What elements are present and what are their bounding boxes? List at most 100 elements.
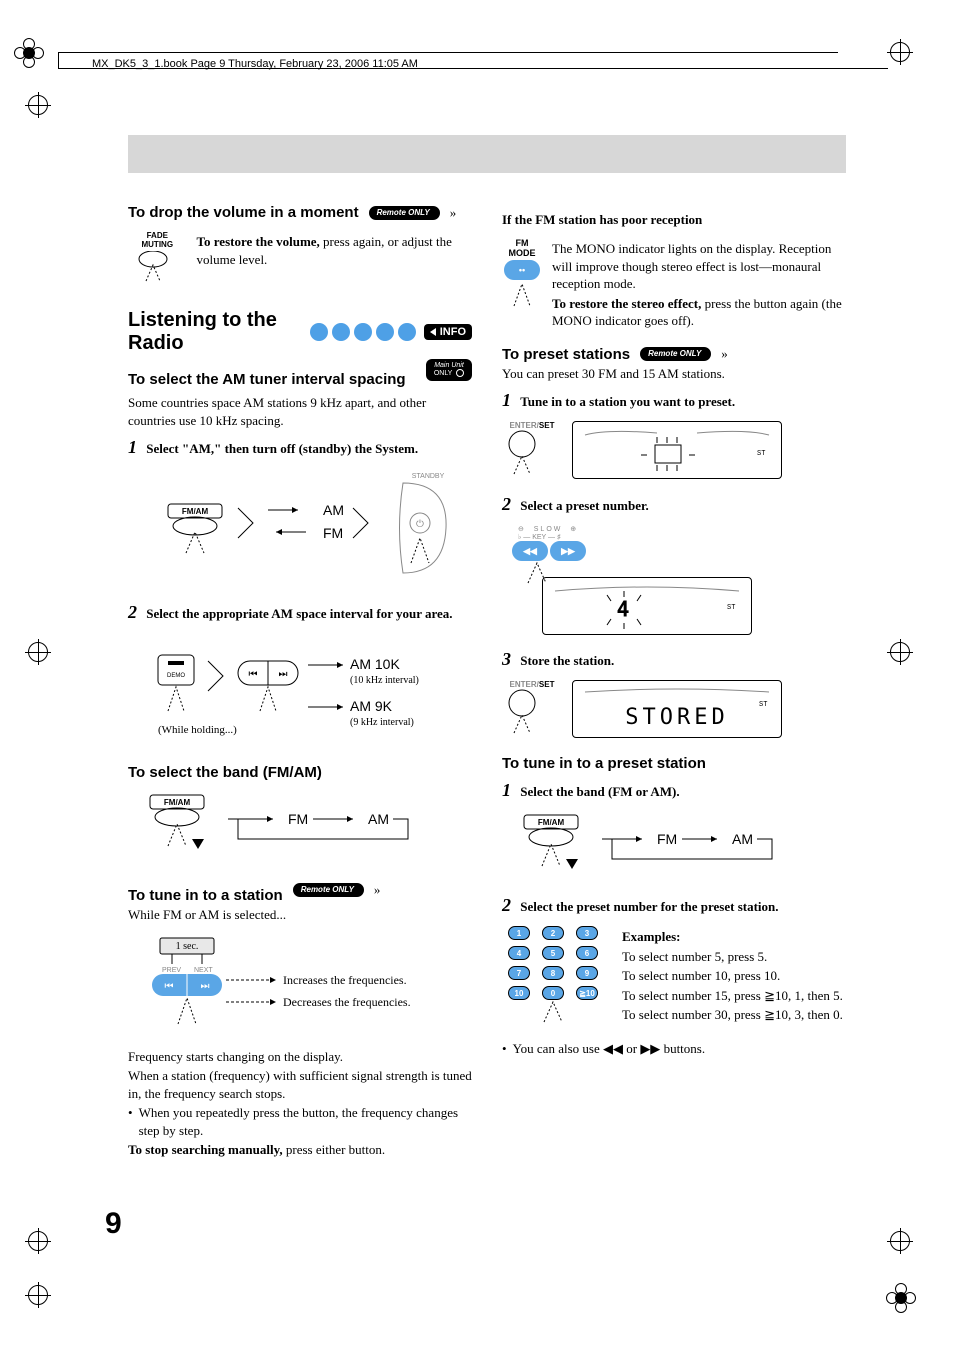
tune-diagram: 1 sec. PREV NEXT ⏮ ⏭ Increases the frequ…	[128, 930, 472, 1038]
fade-muting-diagram: FADE MUTING To restore the volume, press…	[128, 227, 472, 295]
num-0-icon: 0	[542, 986, 564, 1000]
svg-text:AM: AM	[732, 831, 753, 847]
tp-step-2: 2 Select the preset number for the prese…	[502, 895, 846, 916]
content-columns: To drop the volume in a moment Remote ON…	[128, 200, 846, 1161]
svg-text:NEXT: NEXT	[194, 967, 213, 974]
tp-step-1: 1 Select the band (FM or AM).	[502, 780, 846, 801]
svg-text:ST: ST	[727, 604, 735, 612]
svg-text:⏭: ⏭	[201, 981, 210, 992]
also-use: • You can also use ◀◀ or ▶▶ buttons.	[502, 1040, 846, 1058]
svg-text:FM/AM: FM/AM	[182, 507, 209, 516]
display-panel-2: 4 ST	[542, 577, 752, 635]
svg-text:(10 kHz interval): (10 kHz interval)	[350, 675, 419, 686]
main-unit-only-badge: Main Unit ONLY	[426, 359, 472, 381]
crop-line	[58, 52, 59, 68]
ff-button-icon: ▶▶	[550, 541, 586, 561]
svg-text:1 sec.: 1 sec.	[176, 941, 199, 952]
press-icon	[128, 251, 178, 291]
svg-text:ST: ST	[759, 701, 767, 709]
registration-cross-bl	[28, 1285, 48, 1305]
step-1: 1 Select "AM," then turn off (standby) t…	[128, 437, 472, 458]
display-panel-stored: STORED ST	[572, 680, 782, 738]
svg-text:(While holding...): (While holding...)	[158, 724, 237, 736]
preset-step3-diagram: ENTER/SET STORED ST	[502, 676, 846, 743]
svg-text:AM 10K: AM 10K	[350, 656, 400, 672]
preset-step-2: 2 Select a preset number.	[502, 494, 846, 515]
preset-step2-diagram: ⊖ SLOW ⊕ ♭ — KEY — ♯ ◀◀ ▶▶ 4	[502, 521, 846, 639]
rew-button-icon: ◀◀	[512, 541, 548, 561]
select-band-title: To select the band (FM/AM)	[128, 764, 472, 781]
svg-text:FM: FM	[323, 525, 343, 541]
svg-text:⏻: ⏻	[416, 519, 424, 530]
registration-flower-tl	[14, 38, 44, 68]
svg-text:4: 4	[617, 597, 629, 621]
num-7-icon: 7	[508, 966, 530, 980]
svg-text:⏮: ⏮	[249, 669, 258, 680]
svg-text:⏮: ⏮	[165, 981, 174, 992]
restore-volume-text: To restore the volume, press again, or a…	[197, 233, 472, 268]
preset-body: You can preset 30 FM and 15 AM stations.	[502, 365, 846, 383]
num-gte10-icon: ≧10	[576, 986, 598, 1000]
num-4-icon: 4	[508, 946, 530, 960]
when-repeat: • When you repeatedly press the button, …	[128, 1104, 472, 1139]
preset-step-3: 3 Store the station.	[502, 649, 846, 670]
tune-preset-title: To tune in to a preset station	[502, 755, 846, 772]
preset-title: To preset stations	[502, 346, 630, 363]
ex-1: To select number 5, press 5.	[622, 948, 843, 966]
restore-stereo: To restore the stereo effect, press the …	[552, 295, 846, 330]
page-number: 9	[105, 1207, 122, 1241]
step1-diagram: STANDBY FM/AM AM FM	[128, 464, 472, 592]
crop-line	[58, 52, 838, 53]
svg-text:AM: AM	[323, 502, 344, 518]
num-9-icon: 9	[576, 966, 598, 980]
registration-cross-l1	[28, 95, 48, 115]
listening-radio-title: Listening to the Radio INFO	[128, 309, 472, 355]
svg-text:AM 9K: AM 9K	[350, 698, 393, 714]
fm-mode-button-icon: ••	[504, 260, 540, 280]
freq-starts: Frequency starts changing on the display…	[128, 1048, 472, 1066]
svg-text:Decreases the frequencies.: Decreases the frequencies.	[283, 995, 411, 1009]
svg-text:PREV: PREV	[162, 967, 181, 974]
svg-text:Increases the frequencies.: Increases the frequencies.	[283, 973, 407, 987]
right-column: If the FM station has poor reception FM …	[502, 200, 846, 1161]
fm-mode-label: FM MODE	[502, 238, 542, 258]
tp-step1-diagram: FM/AM FM AM	[502, 807, 846, 885]
rew-glyph-icon: ◀◀	[603, 1041, 623, 1056]
registration-flower-br	[886, 1283, 916, 1313]
svg-text:FM: FM	[288, 811, 308, 827]
page: MX_DK5_3_1.book Page 9 Thursday, Februar…	[0, 0, 954, 1351]
ex-4: To select number 30, press ≧10, 3, then …	[622, 1006, 843, 1024]
num-2-icon: 2	[542, 926, 564, 940]
enter-set-label: ENTER/SET	[502, 421, 562, 430]
number-pad-diagram: 1 2 3 4 5 6 7 8 9 10 0 ≧10	[502, 922, 846, 1030]
num-3-icon: 3	[576, 926, 598, 940]
ex-2: To select number 10, press 10.	[622, 967, 843, 985]
num-1-icon: 1	[508, 926, 530, 940]
fade-muting-label: FADE MUTING	[141, 231, 173, 249]
title-grey-bar	[128, 135, 846, 173]
registration-cross-r3	[890, 1231, 910, 1251]
svg-text:FM/AM: FM/AM	[538, 818, 565, 827]
svg-text:ST: ST	[757, 450, 765, 458]
registration-cross-l2	[28, 642, 48, 662]
step2-diagram: DEMO (While holding...) ⏮ ⏭ AM 10K (10 k…	[128, 629, 472, 752]
step-2: 2 Select the appropriate AM space interv…	[128, 602, 472, 623]
remote-only-badge-3: Remote ONLY	[640, 347, 711, 361]
drop-volume-title: To drop the volume in a moment	[128, 204, 359, 221]
svg-text:FM/AM: FM/AM	[164, 798, 191, 807]
svg-text:DEMO: DEMO	[167, 673, 185, 679]
am-interval-body: Some countries space AM stations 9 kHz a…	[128, 394, 472, 429]
ff-glyph-icon: ▶▶	[640, 1041, 660, 1056]
select-band-diagram: FM/AM FM AM	[128, 787, 472, 865]
mono-body: The MONO indicator lights on the display…	[552, 240, 846, 293]
press-icon	[502, 280, 542, 310]
preset-step1-diagram: ENTER/SET ST	[502, 417, 846, 484]
signal-icon-2: »	[374, 882, 381, 898]
signal-icon-3: »	[721, 346, 728, 362]
print-header: MX_DK5_3_1.book Page 9 Thursday, Februar…	[92, 58, 418, 70]
num-8-icon: 8	[542, 966, 564, 980]
fm-mode-diagram: FM MODE •• The MONO indicator lights on …	[502, 234, 846, 336]
remote-only-badge: Remote ONLY	[369, 206, 440, 220]
standby-label: STANDBY	[412, 473, 445, 480]
am-interval-title: To select the AM tuner interval spacing	[128, 371, 418, 388]
